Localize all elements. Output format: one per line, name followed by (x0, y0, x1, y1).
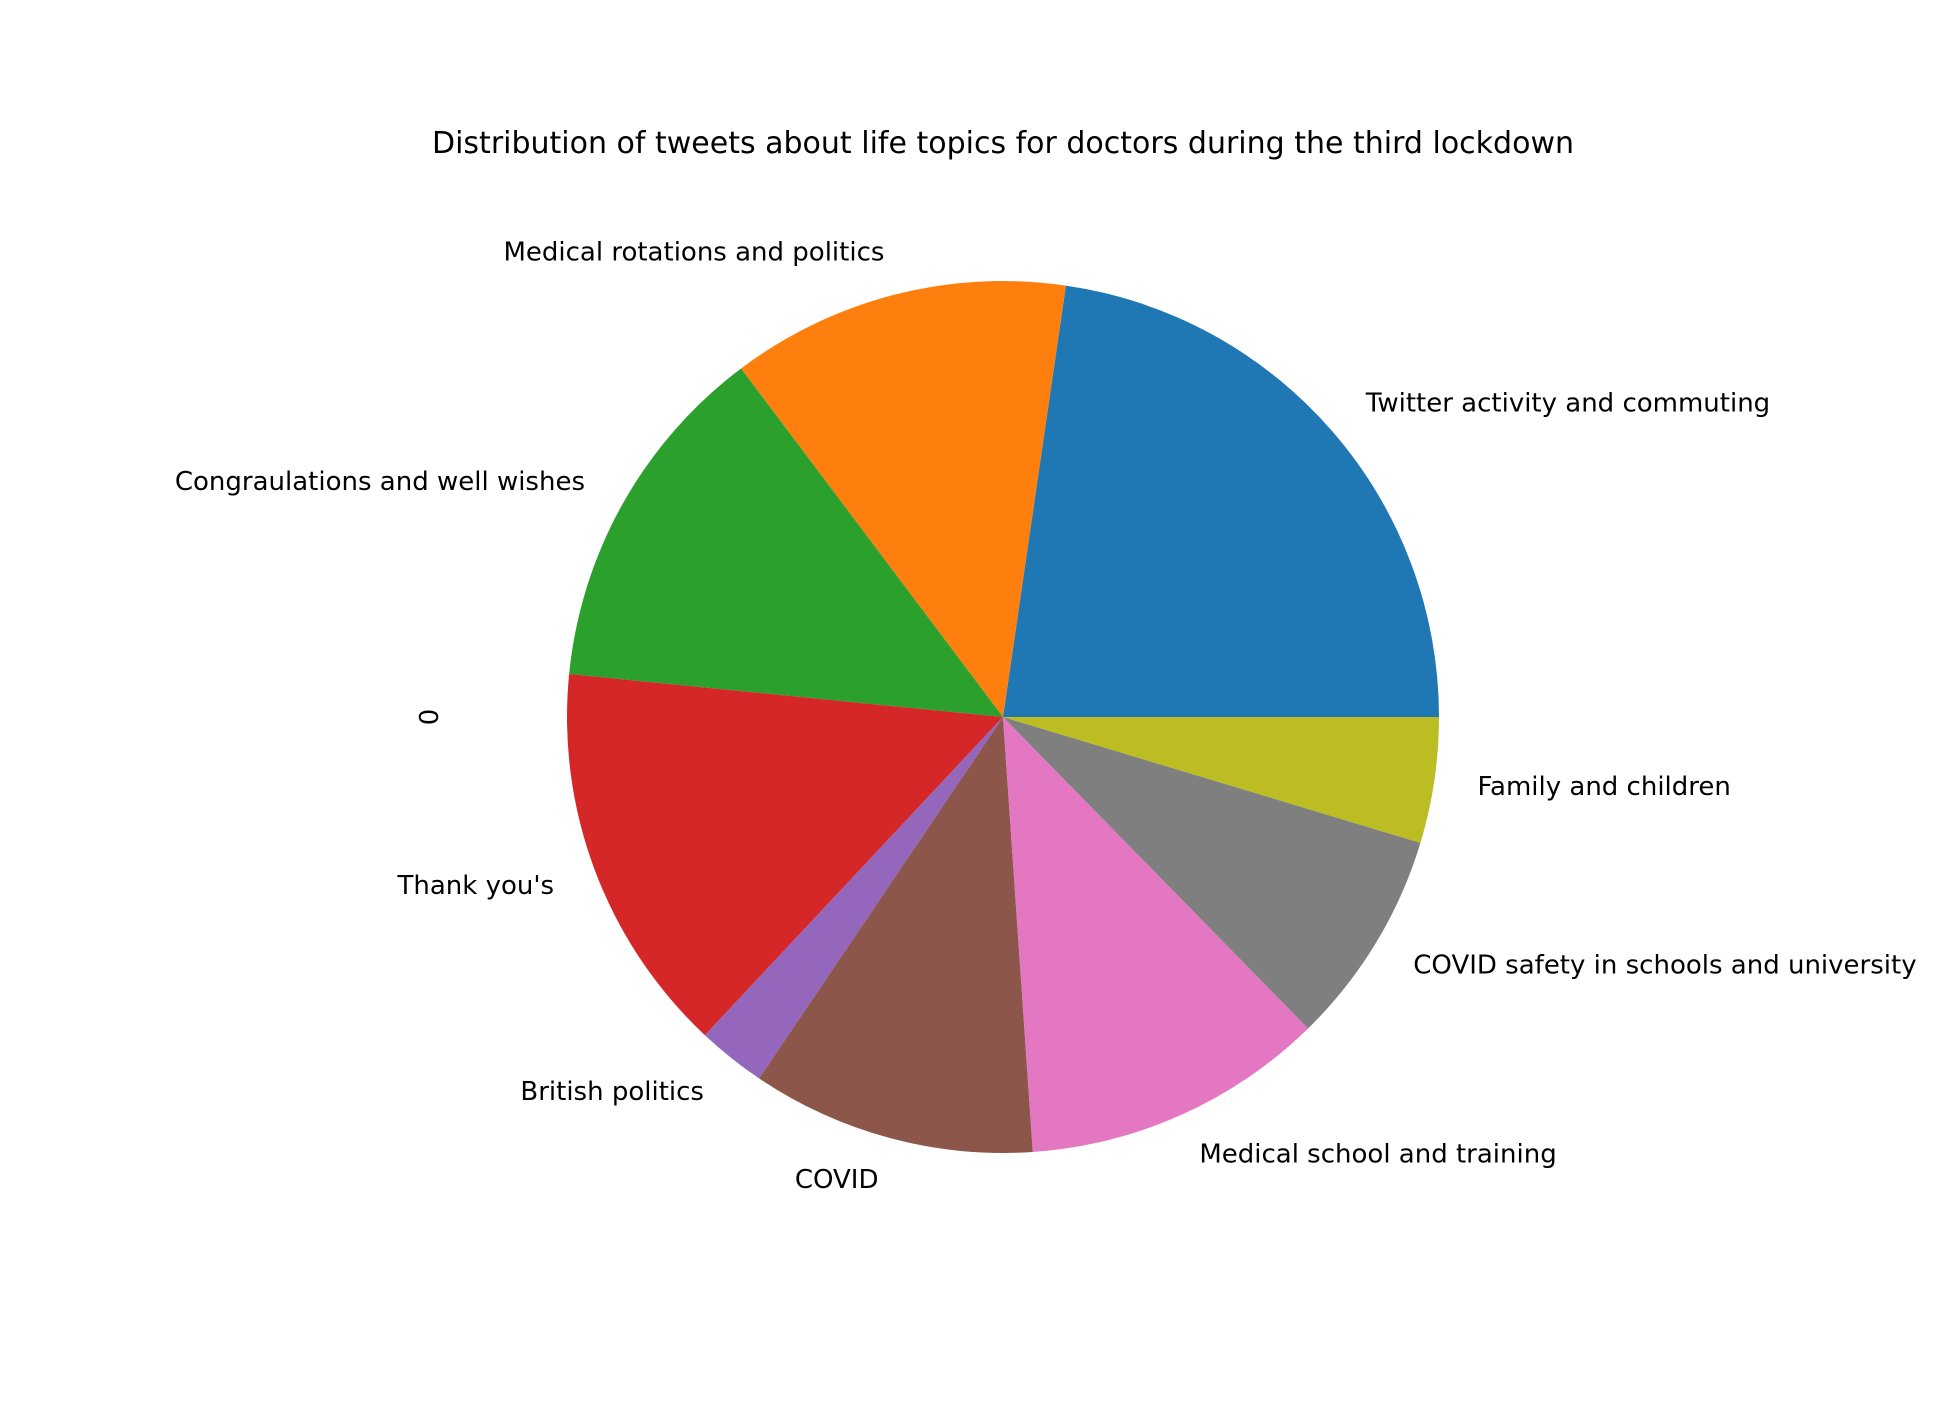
slice-family-and-children (1003, 717, 1439, 843)
label-covid: COVID (795, 1165, 879, 1195)
label-covid-safety-in-schools-and-university: COVID safety in schools and university (1413, 950, 1916, 980)
slice-twitter-activity-and-commuting (1003, 285, 1439, 717)
slice-covid-safety-in-schools-and-university (1003, 717, 1421, 1029)
chart-title: Distribution of tweets about life topics… (432, 126, 1574, 161)
slice-medical-school-and-training (1003, 717, 1309, 1152)
slice-congraulations-and-well-wishes (569, 368, 1003, 717)
label-twitter-activity-and-commuting: Twitter activity and commuting (1365, 388, 1770, 418)
y-axis-label: 0 (415, 709, 445, 726)
slice-british-politics (704, 717, 1003, 1079)
pie-slices (567, 281, 1439, 1153)
label-congraulations-and-well-wishes: Congraulations and well wishes (175, 467, 585, 497)
slice-thank-you-s (567, 674, 1003, 1036)
label-thank-you-s: Thank you's (397, 871, 555, 901)
slice-covid (759, 717, 1033, 1153)
label-british-politics: British politics (520, 1077, 704, 1107)
pie-labels: Twitter activity and commuting Medical ro… (175, 237, 1917, 1195)
label-medical-rotations-and-politics: Medical rotations and politics (503, 237, 884, 267)
slice-medical-rotations-and-politics (741, 281, 1066, 717)
label-medical-school-and-training: Medical school and training (1199, 1140, 1556, 1170)
label-family-and-children: Family and children (1477, 772, 1730, 802)
